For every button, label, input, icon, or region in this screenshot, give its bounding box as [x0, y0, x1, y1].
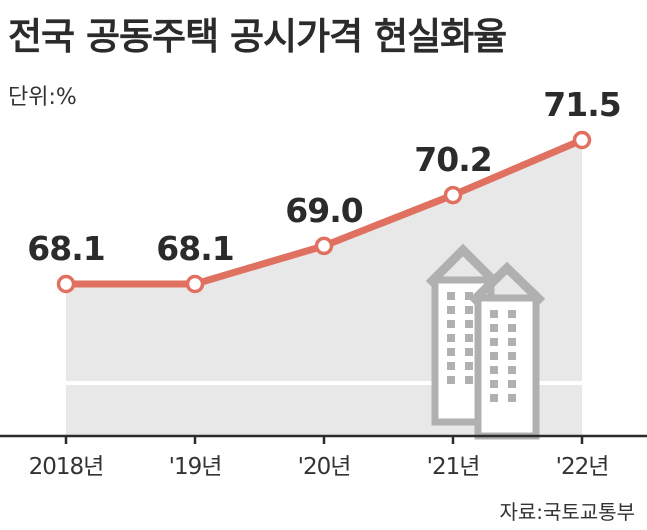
building-window: [508, 394, 516, 402]
x-tick-label: '19년: [169, 454, 222, 480]
building-roof: [425, 243, 501, 288]
source-note: 자료:국토교통부: [499, 500, 635, 524]
data-label: 68.1: [27, 229, 104, 268]
building-window: [465, 306, 473, 314]
building-window: [508, 366, 516, 374]
building-window: [465, 292, 473, 300]
chart-title: 전국 공동주택 공시가격 현실화율: [8, 15, 507, 58]
data-label: 71.5: [543, 85, 620, 124]
building-window: [490, 352, 498, 360]
building-window: [447, 292, 455, 300]
building-window: [447, 376, 455, 384]
building-window: [490, 394, 498, 402]
building-window: [465, 362, 473, 370]
data-label: 70.2: [414, 140, 491, 179]
building-window: [490, 338, 498, 346]
building-window: [508, 310, 516, 318]
x-tick-label: '22년: [556, 454, 609, 480]
building-window: [490, 310, 498, 318]
value-label-layer: 68.1 68.1 69.0 70.2 71.5: [27, 85, 621, 268]
building-window: [490, 380, 498, 388]
building-body: [474, 294, 540, 440]
building-window: [508, 338, 516, 346]
area-band: [66, 381, 582, 385]
building-window: [465, 348, 473, 356]
building-window: [508, 324, 516, 332]
data-point: [56, 274, 76, 294]
building-roof: [468, 261, 546, 306]
x-tick-label: 2018년: [29, 454, 104, 480]
building-window: [490, 324, 498, 332]
building-window: [465, 334, 473, 342]
building-window: [465, 320, 473, 328]
building-window: [465, 376, 473, 384]
building-window: [447, 362, 455, 370]
x-tick-label: '21년: [427, 454, 480, 480]
data-label: 68.1: [156, 229, 233, 268]
building-window: [447, 348, 455, 356]
x-axis: 2018년 '19년 '20년 '21년 '22년: [0, 434, 647, 480]
building-window: [447, 320, 455, 328]
series-line-layer: [56, 130, 592, 294]
data-point: [314, 236, 334, 256]
data-point: [443, 185, 463, 205]
data-point: [572, 130, 592, 150]
unit-label: 단위:%: [8, 85, 77, 110]
building-window: [447, 306, 455, 314]
building-window: [508, 380, 516, 388]
x-tick-label: '20년: [298, 454, 351, 480]
building-window: [508, 352, 516, 360]
building-window: [447, 334, 455, 342]
data-label: 69.0: [285, 191, 362, 230]
building-window: [490, 366, 498, 374]
data-point: [185, 274, 205, 294]
